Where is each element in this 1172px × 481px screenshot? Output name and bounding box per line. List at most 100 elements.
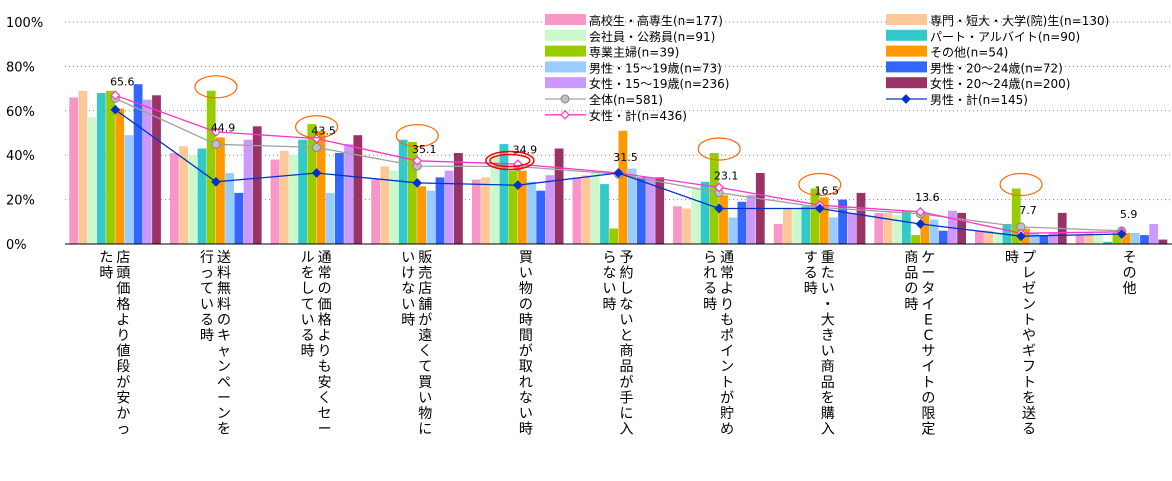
bar xyxy=(1130,232,1140,244)
category-label: い xyxy=(519,406,533,422)
data-label: 43.5 xyxy=(311,124,336,137)
bar xyxy=(270,159,280,244)
y-axis-ticks: 0% 20% 40% 60% 80% 100% xyxy=(6,16,43,253)
category-label: 入 xyxy=(821,422,835,438)
bar xyxy=(508,170,518,244)
legend-swatch xyxy=(545,29,586,41)
category-label: 価 xyxy=(116,281,130,297)
bar xyxy=(838,199,847,244)
bar xyxy=(636,177,646,244)
bar xyxy=(856,192,866,244)
category-label: 品 xyxy=(904,266,918,282)
bar xyxy=(499,144,509,244)
category-label: プ xyxy=(1022,250,1036,266)
y-tick-label: 80% xyxy=(6,60,35,75)
category-label: ゼ xyxy=(1022,281,1036,297)
category-label: 予 xyxy=(620,250,634,266)
line-point xyxy=(714,182,724,193)
legend-swatch xyxy=(545,61,586,73)
bar xyxy=(398,139,408,244)
data-label: 5.9 xyxy=(1120,208,1138,221)
category-label: い xyxy=(200,297,214,313)
category-label: ャ xyxy=(217,344,231,360)
category-label: レ xyxy=(1022,266,1036,282)
category-label: い xyxy=(603,281,617,297)
bar xyxy=(252,126,262,244)
bar xyxy=(170,153,179,244)
highlight-circles xyxy=(194,75,1043,197)
legend-swatch xyxy=(886,45,927,57)
bar xyxy=(152,95,161,244)
bar xyxy=(536,190,546,244)
legend-label: 男性・20～24歳(n=72) xyxy=(930,61,1063,75)
line-point xyxy=(915,206,926,217)
category-label: 価 xyxy=(318,297,332,313)
category-label: が xyxy=(116,375,130,391)
bar xyxy=(517,170,527,244)
bar xyxy=(133,84,143,244)
bar xyxy=(1075,235,1085,244)
category-label: キ xyxy=(217,328,231,344)
category-label: イ xyxy=(921,359,935,375)
category-label: た xyxy=(99,250,113,266)
bar xyxy=(1103,241,1113,244)
category-label: 常 xyxy=(720,266,734,282)
category-label: 常 xyxy=(318,266,332,282)
category-label: 重 xyxy=(821,250,835,266)
category-label: 買 xyxy=(519,250,533,266)
category-label: し xyxy=(620,281,634,297)
category-label: る xyxy=(703,281,717,297)
category-label: よ xyxy=(720,281,734,297)
data-label: 23.1 xyxy=(714,170,739,183)
data-label: 65.6 xyxy=(110,75,135,88)
bar xyxy=(682,208,692,244)
bar xyxy=(527,181,536,244)
bar xyxy=(435,177,445,244)
bar-series xyxy=(69,84,1168,244)
category-label: 物 xyxy=(519,281,533,297)
category-label: る xyxy=(804,266,818,282)
category-label: よ xyxy=(318,328,332,344)
bar xyxy=(646,177,655,244)
line-point xyxy=(110,90,121,101)
category-label: 時 xyxy=(99,266,113,282)
category-label: 品 xyxy=(821,375,835,391)
category-labels: 店頭価格より値段が安かった時送料無料のキャンペーンを行っている時通常の価格よりも… xyxy=(99,250,1136,438)
bar xyxy=(490,155,500,244)
y-tick-label: 0% xyxy=(6,238,27,253)
bar xyxy=(444,170,454,244)
category-label: く xyxy=(318,390,332,406)
category-label: 時 xyxy=(603,297,617,313)
category-label: 安 xyxy=(318,375,332,391)
legend-marker xyxy=(560,94,570,104)
bar xyxy=(810,188,820,244)
bar xyxy=(87,117,97,244)
line-point xyxy=(513,180,523,191)
line-point xyxy=(412,155,423,166)
bar xyxy=(737,201,747,244)
category-label: す xyxy=(804,250,818,266)
category-label: ー xyxy=(318,422,332,438)
bar xyxy=(353,135,363,244)
category-label: ギ xyxy=(1022,344,1036,360)
bar xyxy=(1048,232,1058,244)
category-label: め xyxy=(720,422,734,438)
category-label: い xyxy=(301,312,315,328)
bar xyxy=(1121,232,1131,244)
category-label: の xyxy=(1123,266,1137,282)
legend-label: 女性・15～19歳(n=236) xyxy=(589,76,729,91)
line-point xyxy=(613,168,624,178)
legend-label: 女性・20～24歳(n=200) xyxy=(930,76,1070,91)
legend-label: パート・アルバイト(n=90) xyxy=(930,30,1080,44)
category-label: い xyxy=(821,281,835,297)
category-label: 手 xyxy=(620,390,634,406)
bar xyxy=(1112,232,1122,244)
line-point xyxy=(211,139,221,149)
bar xyxy=(1149,224,1159,244)
legend-swatch xyxy=(886,77,927,89)
bar xyxy=(454,153,463,244)
line-point xyxy=(311,168,322,178)
bar xyxy=(234,192,244,244)
bar xyxy=(874,212,884,244)
category-label: 舗 xyxy=(418,297,432,313)
